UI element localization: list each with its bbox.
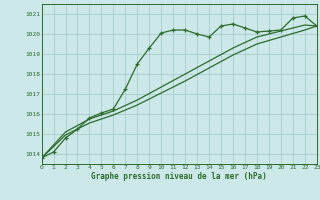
X-axis label: Graphe pression niveau de la mer (hPa): Graphe pression niveau de la mer (hPa) [91,172,267,181]
